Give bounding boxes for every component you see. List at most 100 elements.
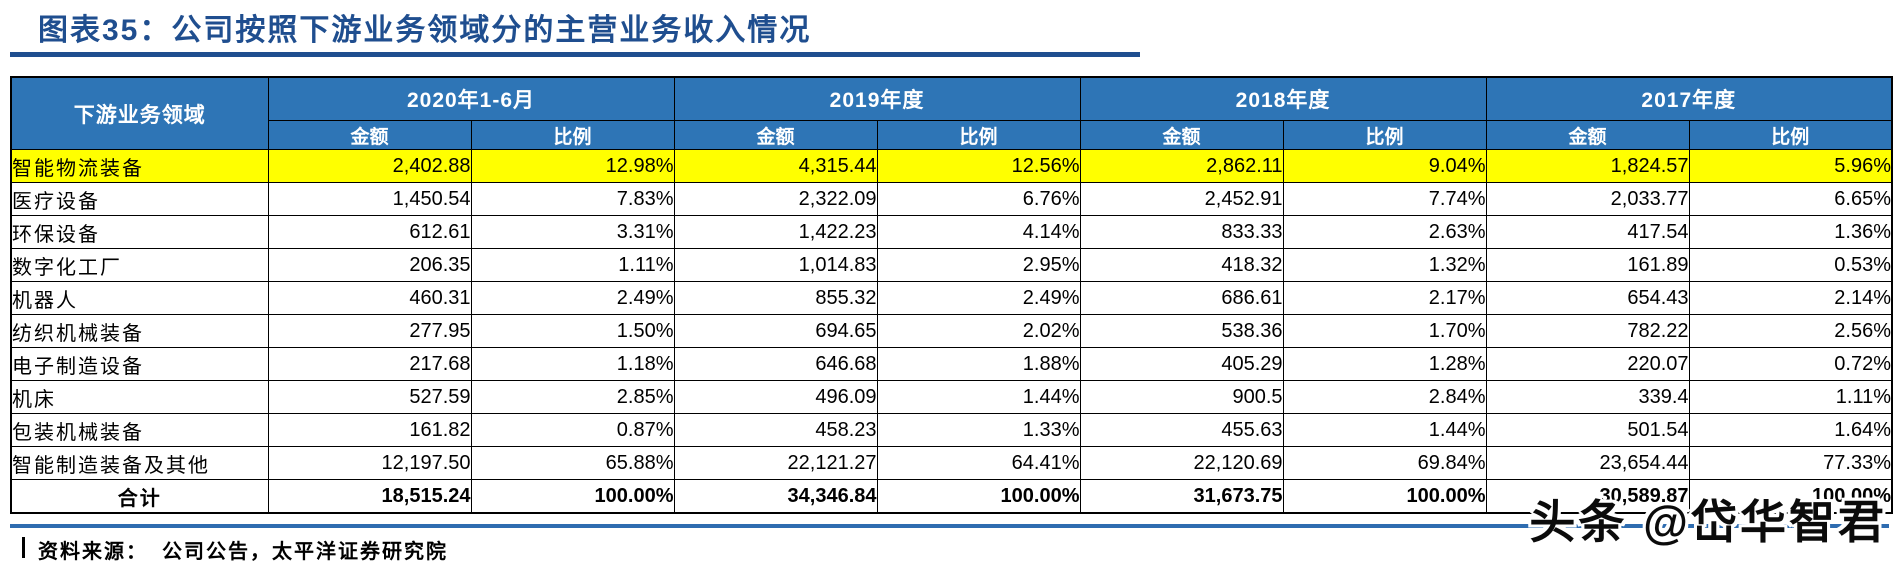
row-label: 电子制造设备 [10, 347, 269, 381]
ratio-cell: 1.70% [1282, 314, 1487, 348]
amount-cell: 455.63 [1079, 413, 1284, 447]
amount-cell: 2,402.88 [267, 149, 472, 183]
sub-header-4-ratio: 比例 [1688, 120, 1893, 150]
ratio-cell: 2.95% [876, 248, 1081, 282]
column-group-header-2: 2019年度 [673, 76, 1081, 121]
ratio-cell: 2.84% [1282, 380, 1487, 414]
amount-cell: 18,515.24 [267, 479, 472, 514]
ratio-cell: 2.63% [1282, 215, 1487, 249]
ratio-cell: 5.96% [1688, 149, 1893, 183]
ratio-cell: 2.56% [1688, 314, 1893, 348]
amount-cell: 31,673.75 [1079, 479, 1284, 514]
amount-cell: 30,589.87 [1485, 479, 1690, 514]
amount-cell: 1,422.23 [673, 215, 878, 249]
ratio-cell: 2.14% [1688, 281, 1893, 315]
amount-cell: 2,322.09 [673, 182, 878, 216]
ratio-cell: 1.44% [876, 380, 1081, 414]
row-label: 医疗设备 [10, 182, 269, 216]
sub-header-3-amount: 金额 [1079, 120, 1284, 150]
amount-cell: 34,346.84 [673, 479, 878, 514]
table-row: 包装机械装备 161.82 0.87% 458.23 1.33% 455.63 1.44% 5… [10, 413, 1893, 447]
column-header-segment: 下游业务领域 [10, 76, 269, 150]
ratio-cell: 1.18% [470, 347, 675, 381]
ratio-cell: 6.65% [1688, 182, 1893, 216]
ratio-cell: 2.17% [1282, 281, 1487, 315]
amount-cell: 277.95 [267, 314, 472, 348]
row-label: 环保设备 [10, 215, 269, 249]
table-row: 智能物流装备 2,402.88 12.98% 4,315.44 12.56% 2,862.… [10, 149, 1893, 183]
ratio-cell: 2.02% [876, 314, 1081, 348]
sub-header-1-ratio: 比例 [470, 120, 675, 150]
ratio-cell: 1.33% [876, 413, 1081, 447]
ratio-cell: 100.00% [1688, 479, 1893, 514]
sub-header-3-ratio: 比例 [1282, 120, 1487, 150]
amount-cell: 646.68 [673, 347, 878, 381]
ratio-cell: 3.31% [470, 215, 675, 249]
amount-cell: 2,452.91 [1079, 182, 1284, 216]
amount-cell: 22,120.69 [1079, 446, 1284, 480]
ratio-cell: 0.72% [1688, 347, 1893, 381]
table-row: 智能制造装备及其他 12,197.50 65.88% 22,121.27 64.41% 2… [10, 446, 1893, 480]
row-label: 数字化工厂 [10, 248, 269, 282]
page-title: 图表35：公司按照下游业务领域分的主营业务收入情况 [38, 14, 812, 47]
ratio-cell: 7.83% [470, 182, 675, 216]
table-header: 下游业务领域 2020年1-6月 2019年度 2018年度 2017年度 金额 比例 金额比… [10, 76, 1893, 150]
amount-cell: 694.65 [673, 314, 878, 348]
column-group-header-1: 2020年1-6月 [267, 76, 675, 121]
ratio-cell: 100.00% [1282, 479, 1487, 514]
column-group-header-4: 2017年度 [1485, 76, 1893, 121]
row-label: 机器人 [10, 281, 269, 315]
table-row: 纺织机械装备 277.95 1.50% 694.65 2.02% 538.36 1.70% 7… [10, 314, 1893, 348]
table-row-total: 合计 18,515.24 100.00% 34,346.84 100.00% 31,673… [10, 479, 1893, 514]
row-label: 智能制造装备及其他 [10, 446, 269, 480]
ratio-cell: 100.00% [876, 479, 1081, 514]
row-label: 智能物流装备 [10, 149, 269, 183]
amount-cell: 1,450.54 [267, 182, 472, 216]
ratio-cell: 2.49% [876, 281, 1081, 315]
ratio-cell: 65.88% [470, 446, 675, 480]
sub-header-2-amount: 金额 [673, 120, 878, 150]
sub-header-1-amount: 金额 [267, 120, 472, 150]
amount-cell: 206.35 [267, 248, 472, 282]
ratio-cell: 4.14% [876, 215, 1081, 249]
amount-cell: 686.61 [1079, 281, 1284, 315]
amount-cell: 612.61 [267, 215, 472, 249]
table-row: 环保设备 612.61 3.31% 1,422.23 4.14% 833.33 2.63% 4… [10, 215, 1893, 249]
ratio-cell: 100.00% [470, 479, 675, 514]
table-row: 医疗设备 1,450.54 7.83% 2,322.09 6.76% 2,452.91 7.… [10, 182, 1893, 216]
ratio-cell: 1.11% [1688, 380, 1893, 414]
amount-cell: 1,014.83 [673, 248, 878, 282]
amount-cell: 161.89 [1485, 248, 1690, 282]
amount-cell: 654.43 [1485, 281, 1690, 315]
revenue-by-segment-table: 下游业务领域 2020年1-6月 2019年度 2018年度 2017年度 金额 比例 金额比… [10, 76, 1894, 514]
ratio-cell: 1.36% [1688, 215, 1893, 249]
row-label: 合计 [10, 479, 269, 514]
source-line: 资料来源： 公司公告，太平洋证券研究院 [38, 535, 448, 564]
amount-cell: 405.29 [1079, 347, 1284, 381]
ratio-cell: 69.84% [1282, 446, 1487, 480]
sub-header-4-amount: 金额 [1485, 120, 1690, 150]
ratio-cell: 1.28% [1282, 347, 1487, 381]
amount-cell: 339.4 [1485, 380, 1690, 414]
amount-cell: 782.22 [1485, 314, 1690, 348]
amount-cell: 538.36 [1079, 314, 1284, 348]
row-label: 机床 [10, 380, 269, 414]
amount-cell: 217.68 [267, 347, 472, 381]
ratio-cell: 1.88% [876, 347, 1081, 381]
source-text: 公司公告，太平洋证券研究院 [162, 541, 448, 563]
ratio-cell: 12.98% [470, 149, 675, 183]
table-row: 数字化工厂 206.35 1.11% 1,014.83 2.95% 418.32 1.32%… [10, 248, 1893, 282]
ratio-cell: 9.04% [1282, 149, 1487, 183]
ratio-cell: 1.44% [1282, 413, 1487, 447]
amount-cell: 1,824.57 [1485, 149, 1690, 183]
row-label: 包装机械装备 [10, 413, 269, 447]
ratio-cell: 1.32% [1282, 248, 1487, 282]
amount-cell: 417.54 [1485, 215, 1690, 249]
amount-cell: 2,033.77 [1485, 182, 1690, 216]
ratio-cell: 0.53% [1688, 248, 1893, 282]
ratio-cell: 2.85% [470, 380, 675, 414]
ratio-cell: 1.64% [1688, 413, 1893, 447]
amount-cell: 501.54 [1485, 413, 1690, 447]
amount-cell: 22,121.27 [673, 446, 878, 480]
ratio-cell: 64.41% [876, 446, 1081, 480]
